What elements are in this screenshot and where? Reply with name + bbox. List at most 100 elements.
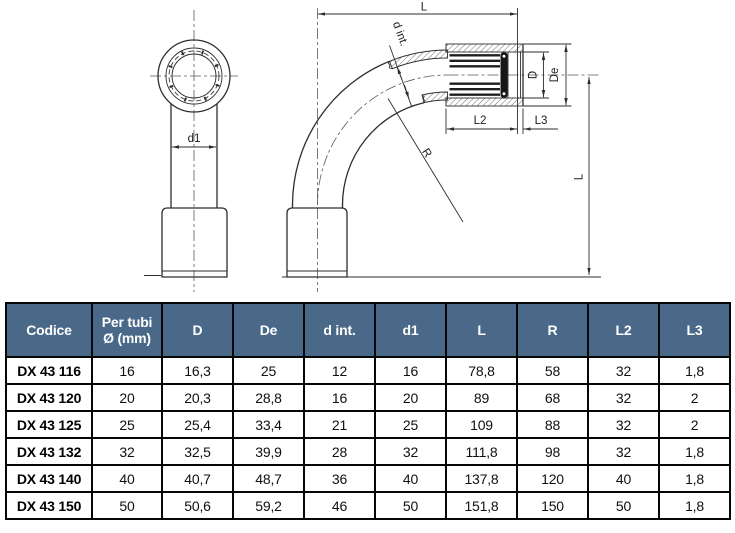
table-cell: 33,4 — [232, 410, 305, 439]
table-cell: 21 — [303, 410, 376, 439]
dimension-length-right: L — [574, 77, 591, 275]
table-cell: 32 — [587, 410, 660, 439]
elbow-technical-drawing: d1 — [144, 2, 601, 292]
table-cell: 28 — [303, 437, 376, 466]
table-cell: 16 — [374, 356, 447, 385]
table-cell: 59,2 — [232, 491, 305, 520]
R-label: R — [419, 147, 434, 161]
table-row: DX 43 150 50 50,6 59,2 46 50 151,8 150 5… — [5, 491, 731, 520]
product-code: DX 43 140 — [5, 464, 93, 493]
table-cell: 25 — [91, 410, 163, 439]
column-header-per-tubi: Per tubi Ø (mm) — [91, 302, 163, 358]
table-cell: 39,9 — [232, 437, 305, 466]
D-label: D — [528, 71, 540, 79]
table-cell: 50 — [374, 491, 447, 520]
table-cell: 36 — [303, 464, 376, 493]
table-cell: 40,7 — [161, 464, 234, 493]
table-row: DX 43 140 40 40,7 48,7 36 40 137,8 120 4… — [5, 464, 731, 493]
header-row: Codice Per tubi Ø (mm) D De d int. d1 L … — [5, 302, 731, 358]
table-cell: 1,8 — [658, 491, 731, 520]
break-line — [421, 94, 426, 104]
table-cell: 78,8 — [445, 356, 518, 385]
dimension-L3: L3 — [522, 108, 558, 134]
column-header-L2: L2 — [587, 302, 660, 358]
d-int-label: d int. — [390, 20, 410, 48]
column-header-R: R — [516, 302, 589, 358]
table-row: DX 43 120 20 20,3 28,8 16 20 89 68 32 2 — [5, 383, 731, 412]
table-cell: 25,4 — [161, 410, 234, 439]
break-line — [387, 60, 393, 70]
column-header-L3: L3 — [658, 302, 731, 358]
table-cell: 150 — [516, 491, 589, 520]
table-cell: 20 — [374, 383, 447, 412]
column-header-d1: d1 — [374, 302, 447, 358]
L3-label: L3 — [535, 115, 548, 127]
table-cell: 25 — [232, 356, 305, 385]
product-code: DX 43 132 — [5, 437, 93, 466]
table-cell: 32 — [374, 437, 447, 466]
socket-bottom — [286, 204, 348, 278]
product-code: DX 43 120 — [5, 383, 93, 412]
L2-label: L2 — [474, 115, 487, 127]
table-cell: 68 — [516, 383, 589, 412]
table-cell: 120 — [516, 464, 589, 493]
column-header-L: L — [445, 302, 518, 358]
table-cell: 40 — [374, 464, 447, 493]
table-cell: 12 — [303, 356, 376, 385]
socket-ribs — [449, 54, 500, 96]
table-cell: 1,8 — [658, 464, 731, 493]
table-cell: 151,8 — [445, 491, 518, 520]
section-view: L d int. D De — [282, 2, 601, 292]
table-cell: 40 — [91, 464, 163, 493]
table-cell: 28,8 — [232, 383, 305, 412]
table-row: DX 43 132 32 32,5 39,9 28 32 111,8 98 32… — [5, 437, 731, 466]
table-cell: 32 — [587, 437, 660, 466]
table-cell: 50 — [91, 491, 163, 520]
table-cell: 58 — [516, 356, 589, 385]
table-cell: 16,3 — [161, 356, 234, 385]
length-right-label: L — [574, 173, 586, 180]
table-cell: 20 — [91, 383, 163, 412]
column-header-D: D — [161, 302, 234, 358]
table-cell: 50,6 — [161, 491, 234, 520]
table-cell: 32 — [587, 383, 660, 412]
length-top-label: L — [421, 2, 428, 14]
table-cell: 25 — [374, 410, 447, 439]
column-header-d-int: d int. — [303, 302, 376, 358]
table-cell: 48,7 — [232, 464, 305, 493]
column-header-codice: Codice — [5, 302, 93, 358]
dimension-D: D — [523, 51, 549, 99]
gasket — [500, 52, 508, 98]
d1-label: d1 — [188, 133, 201, 145]
table-cell: 137,8 — [445, 464, 518, 493]
table-cell: 32 — [91, 437, 163, 466]
product-code: DX 43 125 — [5, 410, 93, 439]
dimension-R: R — [387, 98, 464, 223]
front-view: d1 — [144, 10, 238, 292]
table-cell: 46 — [303, 491, 376, 520]
product-code: DX 43 150 — [5, 491, 93, 520]
table-cell: 20,3 — [161, 383, 234, 412]
table-cell: 40 — [587, 464, 660, 493]
table-cell: 16 — [303, 383, 376, 412]
table-cell: 2 — [658, 410, 731, 439]
spec-table: Codice Per tubi Ø (mm) D De d int. d1 L … — [5, 302, 731, 520]
table-cell: 2 — [658, 383, 731, 412]
table-row: DX 43 116 16 16,3 25 12 16 78,8 58 32 1,… — [5, 356, 731, 385]
spline-tick-marks — [168, 50, 220, 102]
front-socket — [161, 207, 228, 278]
De-label: De — [549, 68, 561, 83]
table-cell: 88 — [516, 410, 589, 439]
dimension-d1: d1 — [171, 133, 217, 149]
table-cell: 50 — [587, 491, 660, 520]
product-code: DX 43 116 — [5, 356, 93, 385]
table-cell: 111,8 — [445, 437, 518, 466]
column-header-De: De — [232, 302, 305, 358]
dimension-length-top: L — [318, 2, 518, 134]
table-cell: 1,8 — [658, 437, 731, 466]
table-cell: 16 — [91, 356, 163, 385]
table-row: DX 43 125 25 25,4 33,4 21 25 109 88 32 2 — [5, 410, 731, 439]
socket-section — [445, 43, 524, 107]
table-cell: 89 — [445, 383, 518, 412]
